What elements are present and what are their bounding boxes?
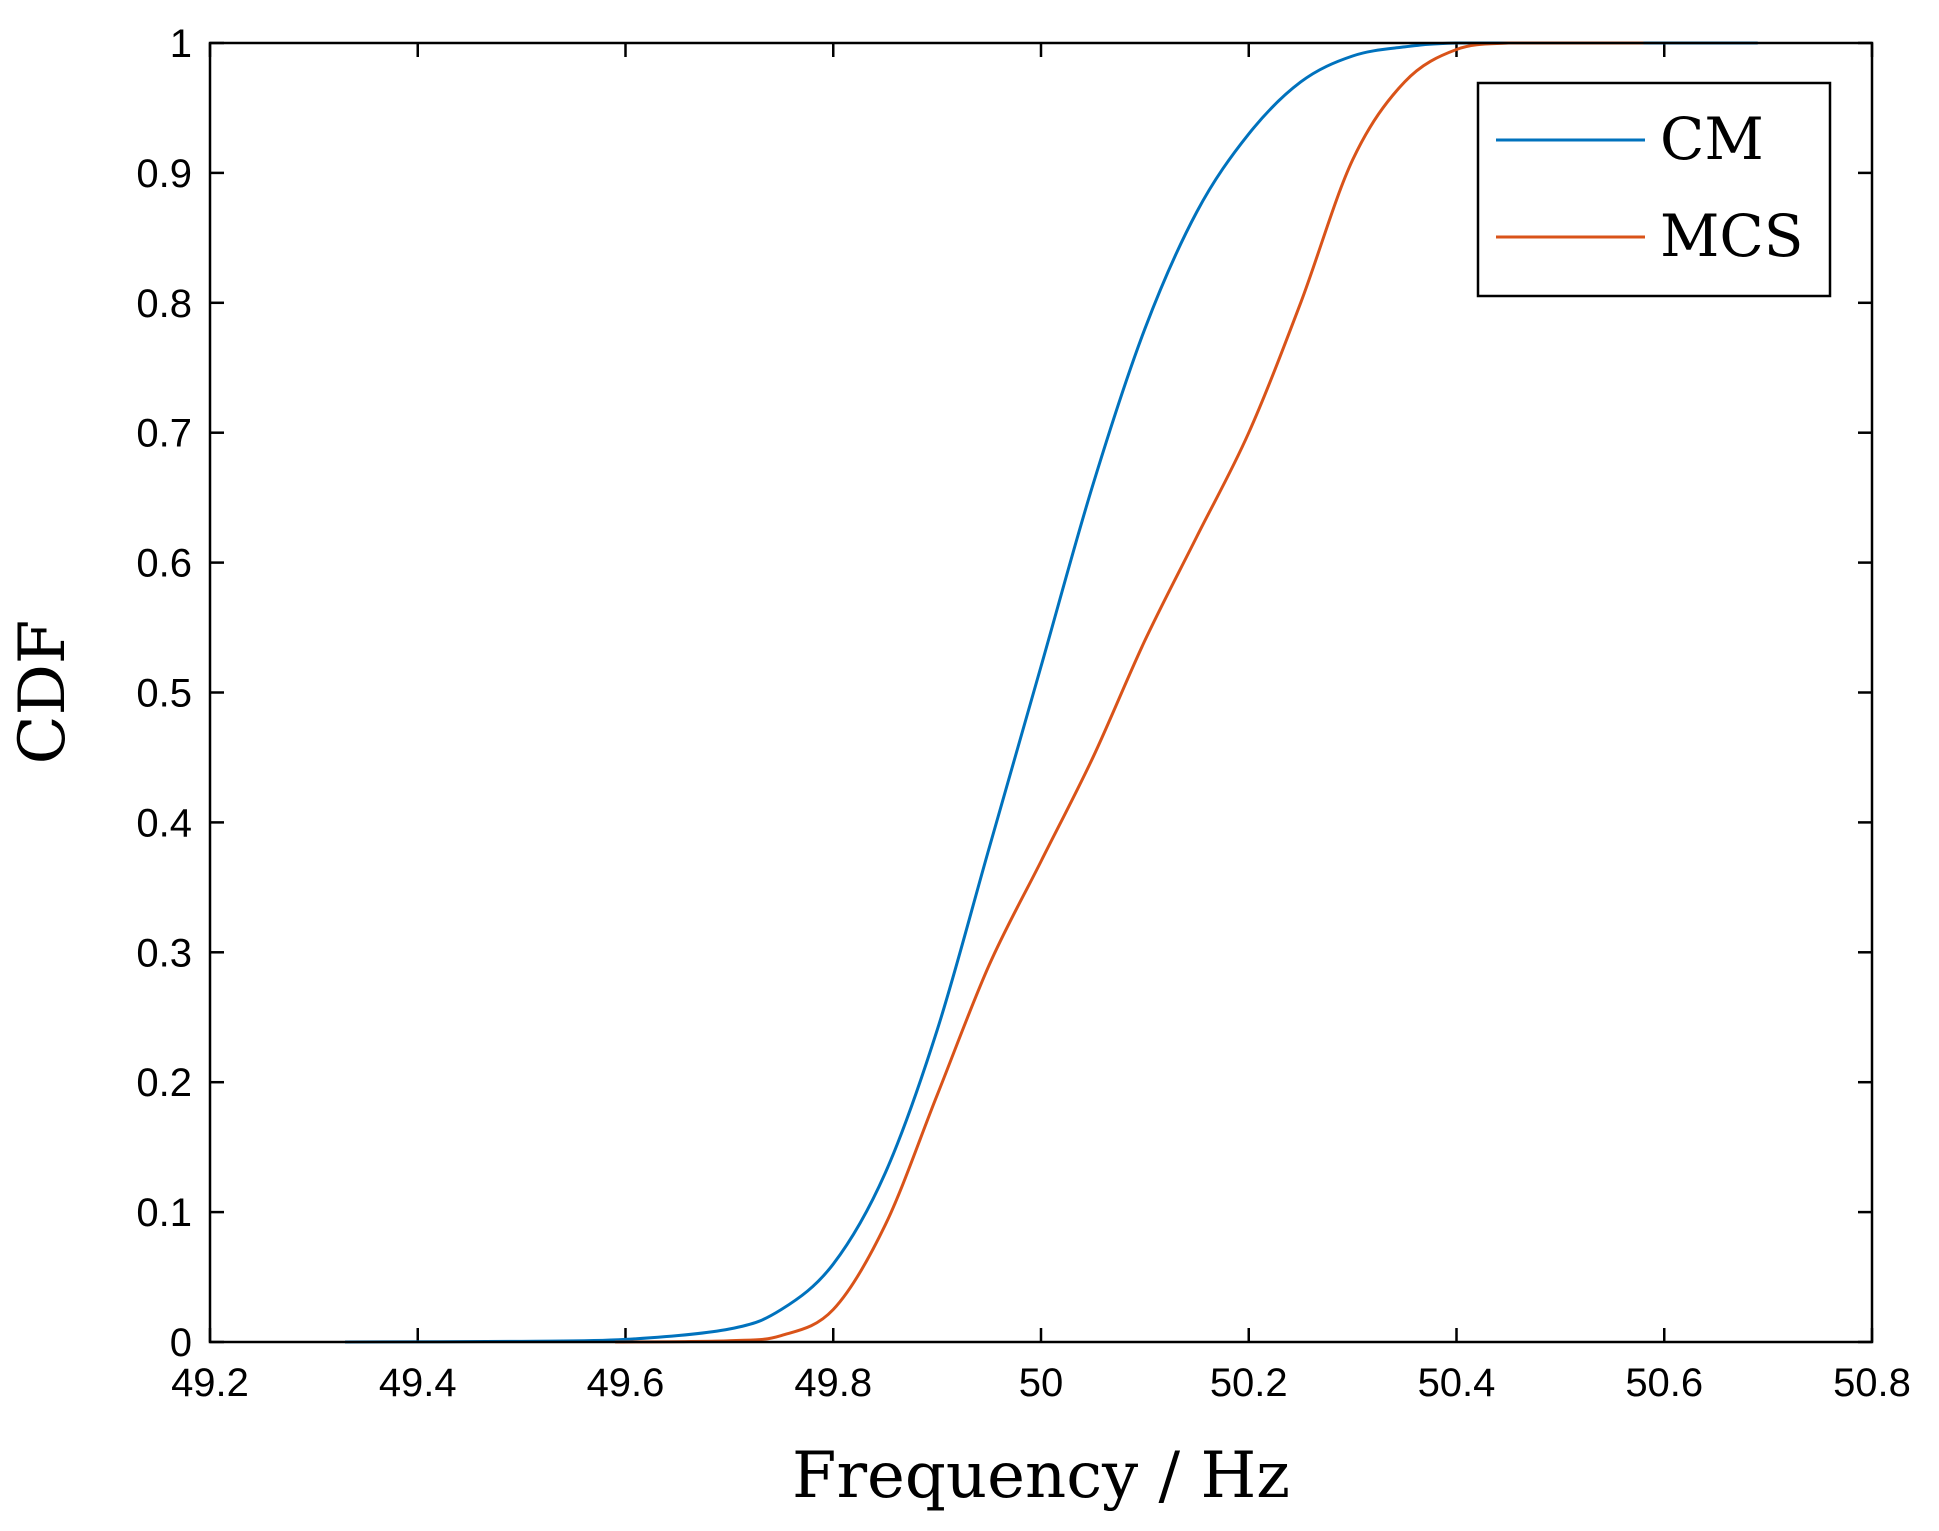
y-tick-label: 0.4 (136, 801, 192, 845)
y-tick-label: 0.5 (136, 672, 192, 716)
x-tick-label: 50 (1019, 1361, 1064, 1405)
y-tick-label: 0.1 (136, 1191, 192, 1235)
legend-label-cm: CM (1660, 105, 1764, 173)
x-tick-labels: 49.2 49.4 49.6 49.8 50 50.2 50.4 50.6 50.8 (171, 1361, 1911, 1405)
x-tick-label: 50.4 (1418, 1361, 1496, 1405)
y-tick-label: 0.9 (136, 152, 192, 196)
y-tick-label: 0.6 (136, 542, 192, 586)
y-tick-label: 1 (170, 22, 192, 66)
series-line-mcs (615, 41, 1644, 1344)
x-tick-label: 50.6 (1625, 1361, 1703, 1405)
x-tick-label: 50.2 (1210, 1361, 1288, 1405)
legend: CM MCS (1476, 81, 1832, 298)
x-tick-label: 50.8 (1833, 1361, 1911, 1405)
y-tick-label: 0.3 (136, 931, 192, 975)
series-line-cm (345, 41, 1758, 1344)
x-tick-label: 49.4 (379, 1361, 457, 1405)
legend-box (1476, 81, 1832, 298)
legend-label-mcs: MCS (1660, 202, 1804, 270)
x-tick-label: 49.8 (794, 1361, 872, 1405)
y-tick-label: 0 (170, 1321, 192, 1365)
x-tick-label: 49.2 (171, 1361, 249, 1405)
plot-frame (208, 41, 1874, 1344)
x-tick-label: 49.6 (587, 1361, 665, 1405)
series-lines (345, 41, 1758, 1344)
y-tick-labels: 0 0.1 0.2 0.3 0.4 0.5 0.6 0.7 0.8 0.9 1 (136, 22, 192, 1365)
y-tick-label: 0.8 (136, 282, 192, 326)
y-tick-label: 0.2 (136, 1061, 192, 1105)
y-axis-label: CDF (6, 620, 80, 765)
y-tick-label: 0.7 (136, 412, 192, 456)
x-axis-label: Frequency / Hz (792, 1439, 1290, 1513)
